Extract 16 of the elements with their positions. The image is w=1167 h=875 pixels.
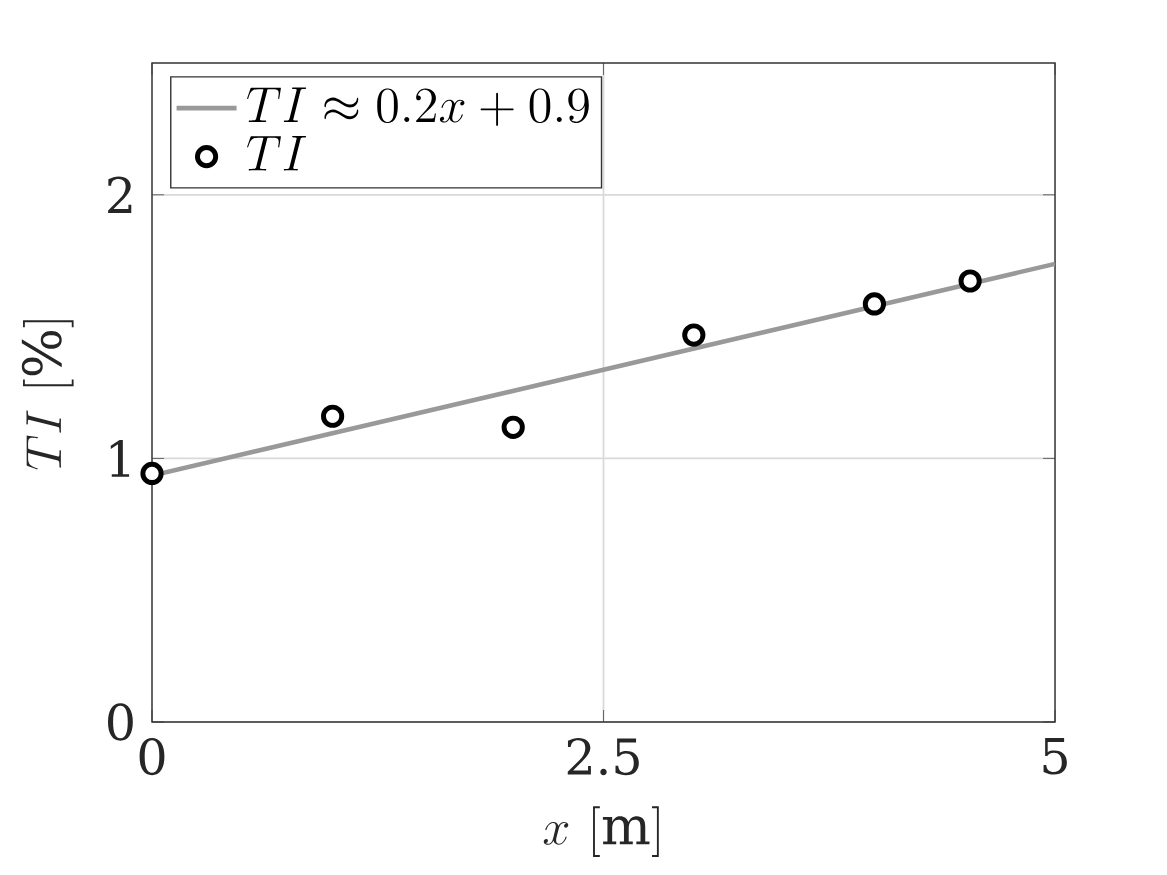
legend-label: $TI \approx 0.2x + 0.9$ bbox=[247, 87, 589, 126]
y-tick-label: 1 bbox=[110, 440, 130, 477]
point bbox=[321, 404, 345, 428]
x-tick-label: 5 bbox=[1043, 737, 1067, 775]
point bbox=[958, 269, 982, 293]
x-tick-label: 0 bbox=[139, 737, 165, 776]
y-tick-label: 2 bbox=[108, 176, 132, 214]
legend-label: $TI$ bbox=[247, 135, 307, 171]
point bbox=[140, 461, 164, 486]
point bbox=[501, 415, 525, 439]
y-axis-title: $TI~[\%]$ bbox=[21, 320, 74, 470]
point bbox=[862, 292, 887, 316]
x-axis-title: $x~[\mathrm{m}]$ bbox=[543, 806, 659, 857]
point bbox=[682, 323, 706, 347]
y-tick-label: 0 bbox=[108, 703, 133, 741]
x-tick-label: 2.5 bbox=[567, 737, 639, 776]
